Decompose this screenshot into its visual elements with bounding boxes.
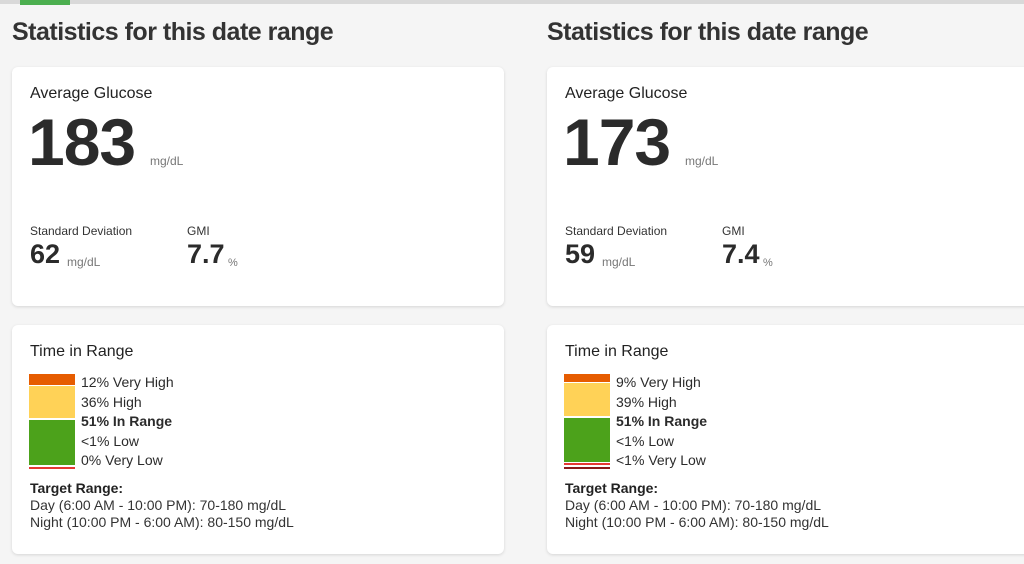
gmi-label: GMI [187,224,210,238]
average-glucose-unit: mg/dL [685,154,719,168]
target-range-title: Target Range: [30,480,124,496]
tir-row-high: 39% High [616,393,707,413]
tir-segment-in-range [29,419,75,466]
tir-label: Very High [112,374,174,390]
tir-row-in-range: 51% In Range [616,412,707,432]
tir-label: Very Low [105,452,163,469]
gmi-value: 7.4 [722,239,760,269]
time-in-range-card: Time in Range 12% Very High 36% High 51%… [12,325,504,554]
time-in-range-bar [564,374,610,469]
tir-row-very-low: 0% Very Low [81,451,174,471]
target-range-day: Day (6:00 AM - 10:00 PM): 70-180 mg/dL [30,497,287,513]
tir-segment-low [29,466,75,469]
glucose-stats-card: Average Glucose 183 mg/dL Standard Devia… [12,67,504,306]
tir-segment-in-range [564,417,610,462]
tir-segment-very-low [564,466,610,469]
tir-row-low: <1% Low [81,432,174,452]
active-tab-indicator [20,0,70,5]
tir-row-high: 36% High [81,393,174,413]
gmi-unit: % [228,257,238,269]
time-in-range-legend: 12% Very High 36% High 51% In Range <1% … [81,373,174,471]
std-dev-unit: mg/dL [67,255,101,269]
tir-pct: 12% [81,374,110,390]
std-dev-value: 59 [565,239,596,269]
tir-label: Low [113,432,139,449]
tir-segment-very-high [564,374,610,382]
tir-segment-high [564,383,610,417]
tir-label: Very Low [648,452,706,469]
time-in-range-title: Time in Range [565,343,669,360]
tir-pct: <1% [616,452,645,469]
tir-pct: 9% [616,374,637,390]
target-range-night: Night (10:00 PM - 6:00 AM): 80-150 mg/dL [30,514,294,530]
time-in-range-title: Time in Range [30,343,134,360]
time-in-range-legend: 9% Very High 39% High 51% In Range <1% L… [616,373,707,471]
average-glucose-label: Average Glucose [30,85,153,102]
tir-pct: 0% [81,452,102,469]
tir-label: Very High [640,374,701,390]
tir-pct: 51% [81,413,110,430]
time-in-range-bar [29,374,75,469]
tir-pct: <1% [81,432,110,449]
statistics-panel-left: Statistics for this date range Average G… [12,0,504,564]
tir-pct: <1% [616,432,645,449]
std-dev-label: Standard Deviation [565,224,668,238]
tir-segment-high [29,386,75,419]
tir-pct: 51% [616,413,645,430]
tir-label: In Range [112,413,173,430]
tir-segment-very-high [29,374,75,385]
target-range-title: Target Range: [565,480,659,496]
tir-label: High [112,393,142,410]
tir-row-very-low: <1% Very Low [616,451,707,471]
std-dev-value: 62 [30,239,61,269]
time-in-range-card: Time in Range 9% Very High 39% High 51% … [547,325,1024,554]
gmi-value: 7.7 [187,239,225,269]
average-glucose-unit: mg/dL [150,154,184,168]
glucose-stats-card: Average Glucose 173 mg/dL Standard Devia… [547,67,1024,306]
section-title: Statistics for this date range [12,18,334,46]
section-title: Statistics for this date range [547,18,869,46]
std-dev-unit: mg/dL [602,255,636,269]
gmi-label: GMI [722,224,745,238]
statistics-panel-right: Statistics for this date range Average G… [547,0,1024,564]
tir-row-very-high: 9% Very High [616,373,707,393]
average-glucose-label: Average Glucose [565,85,688,102]
target-range-night: Night (10:00 PM - 6:00 AM): 80-150 mg/dL [565,514,829,530]
average-glucose-value: 173 [563,105,671,179]
tir-segment-low [564,463,610,466]
top-bar [0,0,1024,4]
std-dev-label: Standard Deviation [30,224,133,238]
tir-label: In Range [647,413,708,430]
target-range-day: Day (6:00 AM - 10:00 PM): 70-180 mg/dL [565,497,822,513]
tir-row-in-range: 51% In Range [81,412,174,432]
tir-label: High [647,393,677,410]
tir-label: Low [648,432,674,449]
tir-row-very-high: 12% Very High [81,373,174,393]
average-glucose-value: 183 [28,105,136,179]
tir-pct: 36% [81,393,110,410]
gmi-unit: % [763,257,773,269]
tir-row-low: <1% Low [616,432,707,452]
tir-pct: 39% [616,393,645,410]
